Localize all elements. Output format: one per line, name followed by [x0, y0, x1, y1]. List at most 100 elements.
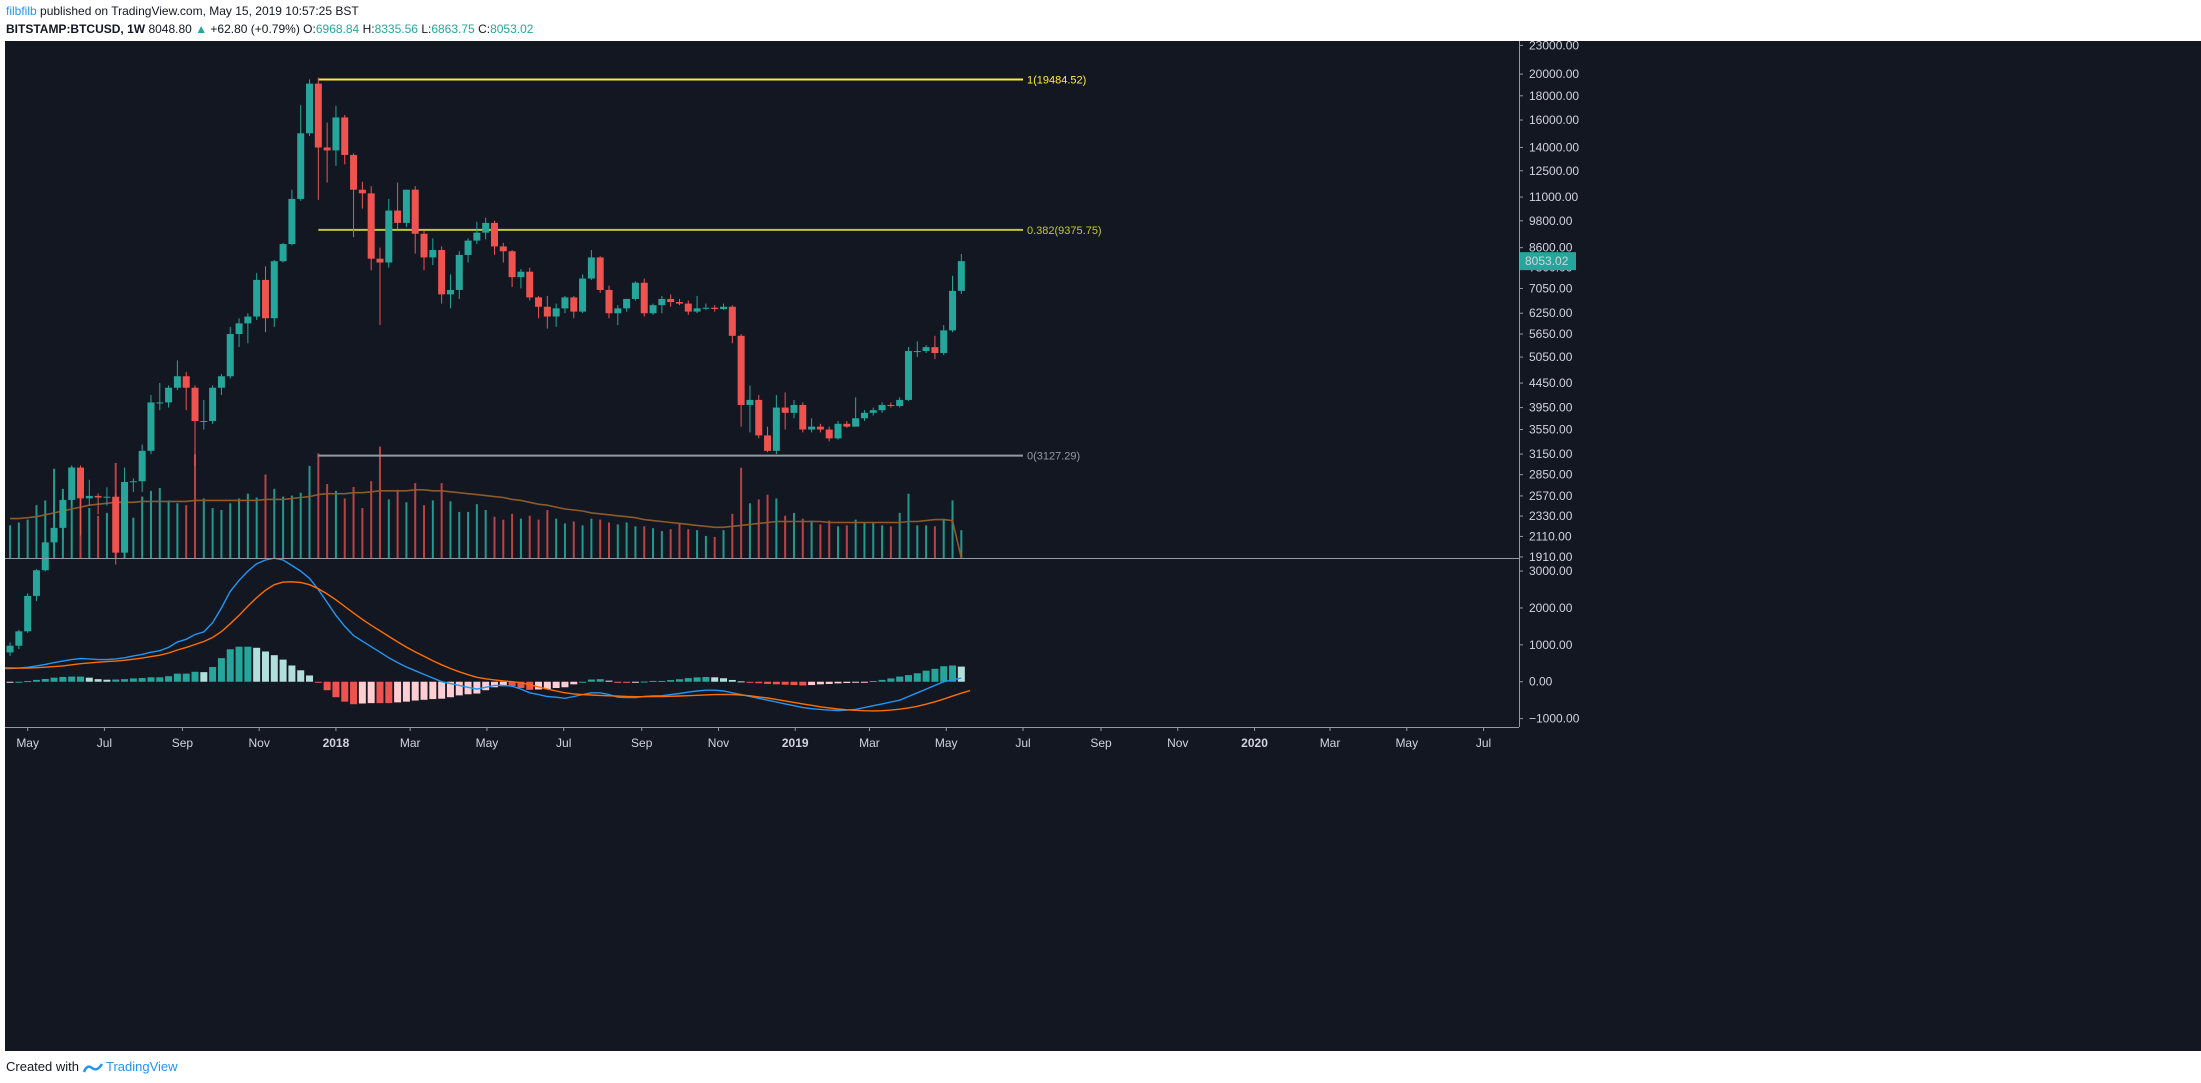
- volume-bar: [202, 498, 205, 558]
- volume-bar: [951, 500, 954, 558]
- candle-body: [358, 189, 366, 194]
- time-tick-label: 2019: [782, 736, 809, 750]
- fib-retracement[interactable]: 1(19484.52) 0.382(9375.75) 0(3127.29): [318, 75, 1102, 463]
- candle-body: [103, 496, 111, 498]
- macd-histogram-bar: [32, 679, 40, 682]
- candle-body: [737, 335, 745, 405]
- last-price-label: 8053.02: [1525, 254, 1569, 268]
- candle-body: [922, 347, 930, 352]
- volume-bar: [784, 515, 787, 558]
- volume-bar: [863, 522, 866, 558]
- volume-bar: [70, 466, 73, 558]
- macd-histogram-bar: [182, 673, 190, 682]
- time-tick-label: Mar: [1320, 736, 1341, 750]
- low-value: 6863.75: [431, 22, 475, 36]
- macd-histogram-bar: [376, 681, 384, 704]
- volume-bar: [872, 522, 875, 558]
- volume-bar: [581, 525, 584, 558]
- candle-body: [209, 387, 217, 422]
- macd-histogram-bar: [852, 681, 860, 683]
- macd-histogram-bar: [279, 659, 287, 682]
- chart-canvas[interactable]: 1(19484.52) 0.382(9375.75) 0(3127.29) 2300…: [5, 41, 2201, 1051]
- candle-body: [913, 351, 921, 353]
- macd-histogram-bar: [24, 681, 32, 683]
- candle-body: [896, 399, 904, 407]
- macd-histogram-bar: [772, 681, 780, 685]
- macd-histogram-bar: [614, 681, 622, 683]
- author-link[interactable]: filbfilb: [6, 4, 37, 18]
- candle-body: [552, 308, 560, 317]
- symbol-info-line: BITSTAMP:BTCUSD, 1W 8048.80 ▲ +62.80 (+0…: [6, 21, 533, 37]
- volume-bar: [273, 488, 276, 558]
- volume-bar: [704, 535, 707, 558]
- candle-body: [394, 210, 402, 223]
- volume-bar: [194, 454, 197, 558]
- volume-bar: [563, 523, 566, 558]
- volume-bar: [396, 489, 399, 558]
- price-change: +62.80 (+0.79%): [210, 22, 300, 36]
- price-tick-label: 2570.00: [1529, 489, 1573, 503]
- macd-tick-label: 2000.00: [1529, 601, 1573, 615]
- time-tick-label: Sep: [172, 736, 194, 750]
- macd-histogram-bar: [517, 681, 525, 689]
- time-tick-label: May: [1395, 736, 1418, 750]
- volume-bar: [625, 522, 628, 558]
- candle-body: [182, 376, 190, 388]
- macd-histogram-bar: [887, 678, 895, 682]
- candle-body: [464, 240, 472, 255]
- volume-bar: [801, 518, 804, 558]
- candle-body: [473, 232, 481, 241]
- macd-histogram-bar: [658, 680, 666, 682]
- candle-body: [15, 631, 23, 646]
- volume-bar: [308, 465, 311, 558]
- macd-histogram-bar: [737, 681, 745, 683]
- macd-histogram-bar: [825, 681, 833, 684]
- volume-bar: [167, 500, 170, 558]
- volume-bar: [599, 519, 602, 558]
- macd-histogram-bar: [535, 681, 543, 690]
- volume-bar: [502, 519, 505, 558]
- price-tick-label: 1910.00: [1529, 550, 1573, 564]
- time-tick-label: 2020: [1241, 736, 1268, 750]
- candle-body: [658, 298, 666, 306]
- macd-histogram-bar: [209, 666, 217, 682]
- candle-body: [517, 271, 525, 278]
- macd-histogram-bar: [746, 681, 754, 683]
- macd-histogram-bar: [6, 681, 14, 683]
- volume-bar: [105, 512, 108, 558]
- volume-bar: [731, 513, 734, 558]
- time-tick-label: Sep: [1090, 736, 1112, 750]
- time-tick-label: Sep: [631, 736, 653, 750]
- candle-body: [728, 306, 736, 336]
- macd-histogram-bar: [631, 681, 639, 683]
- tradingview-brand-link[interactable]: TradingView: [106, 1059, 178, 1074]
- macd-histogram-bar: [667, 680, 675, 682]
- candle-body: [446, 289, 454, 295]
- symbol-label[interactable]: BITSTAMP:BTCUSD, 1W: [6, 22, 146, 36]
- macd-histogram-bar: [200, 672, 208, 682]
- macd-histogram-bar: [684, 678, 692, 682]
- macd-histogram-bar: [913, 673, 921, 682]
- macd-histogram-bar: [711, 677, 719, 682]
- volume-bar: [643, 526, 646, 558]
- price-tick-label: 4450.00: [1529, 376, 1573, 390]
- open-value: 6968.84: [315, 22, 360, 36]
- macd-histogram-bar: [147, 677, 155, 682]
- candle-body: [711, 307, 719, 310]
- volume-bar: [290, 495, 293, 558]
- time-tick-label: Jul: [1015, 736, 1030, 750]
- high-label: H:: [362, 22, 375, 36]
- macd-histogram-bar: [543, 681, 551, 690]
- macd-histogram-bar: [587, 679, 595, 682]
- candle-body: [235, 323, 243, 334]
- macd-histogram-bar: [570, 681, 578, 685]
- candle-body: [781, 407, 789, 413]
- volume-bar: [960, 530, 963, 558]
- candle-body: [667, 298, 675, 303]
- candle-body: [32, 570, 40, 596]
- candle-body: [455, 254, 463, 290]
- macd-histogram-bar: [605, 680, 613, 682]
- macd-histogram-bar: [341, 681, 349, 702]
- candle-body: [764, 435, 772, 451]
- volume-bar: [511, 513, 514, 558]
